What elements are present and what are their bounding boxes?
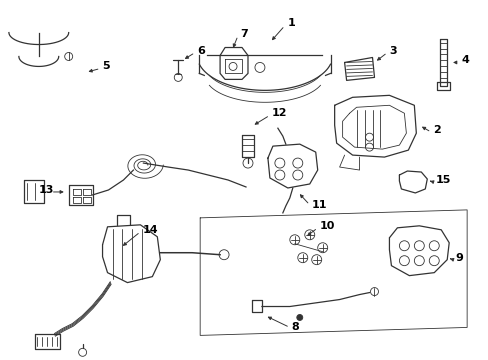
Text: 14: 14 [142, 225, 158, 235]
Text: 13: 13 [39, 185, 54, 195]
Text: 15: 15 [434, 175, 450, 185]
Text: 2: 2 [432, 125, 440, 135]
Text: 4: 4 [460, 55, 468, 66]
Text: 9: 9 [454, 253, 462, 263]
Text: 8: 8 [291, 323, 299, 332]
Text: 5: 5 [102, 62, 110, 71]
Circle shape [296, 315, 302, 320]
Text: 12: 12 [271, 108, 287, 118]
Text: 6: 6 [197, 45, 204, 55]
Text: 1: 1 [287, 18, 295, 28]
Text: 10: 10 [319, 221, 334, 231]
Text: 11: 11 [311, 200, 326, 210]
Text: 7: 7 [240, 28, 247, 39]
Text: 3: 3 [388, 45, 396, 55]
